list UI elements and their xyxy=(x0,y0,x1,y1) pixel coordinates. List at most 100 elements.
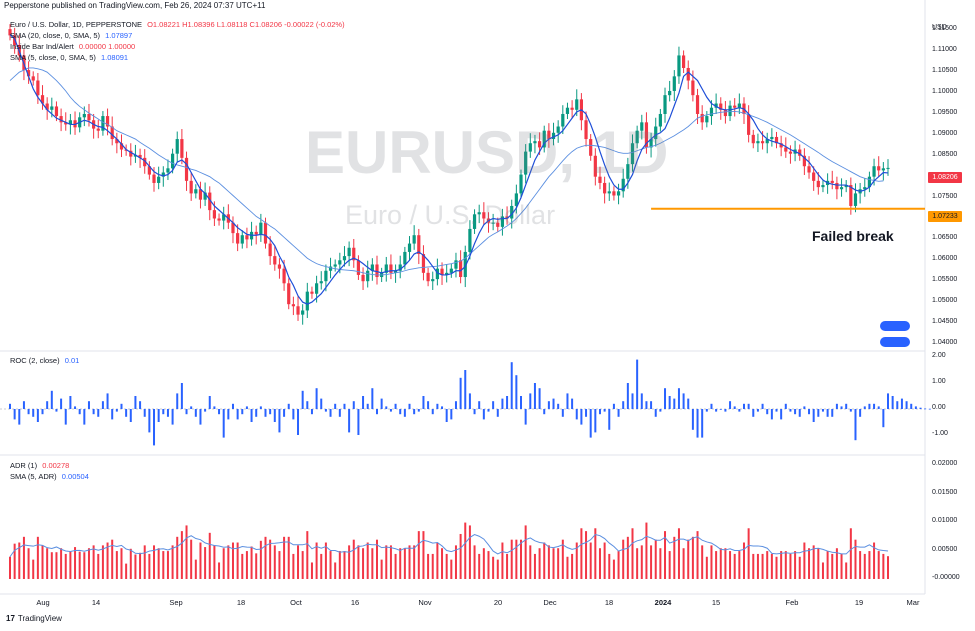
adr-tick-label: 0.00500 xyxy=(932,545,958,553)
adr-bar xyxy=(431,553,434,579)
adr-bar xyxy=(334,562,337,579)
roc-bar xyxy=(343,403,346,409)
sma5-line xyxy=(9,34,889,305)
currency-label[interactable]: USD xyxy=(932,24,947,31)
adr-bar xyxy=(445,553,448,579)
adr-bar xyxy=(775,556,778,579)
roc-bar xyxy=(882,409,885,428)
adr-bar xyxy=(784,551,787,579)
candle-body xyxy=(175,139,179,154)
roc-bar xyxy=(241,409,244,415)
time-tick-label: Dec xyxy=(543,598,557,607)
adr-bar xyxy=(668,551,671,579)
adr-bar xyxy=(427,553,430,579)
alert-buttons[interactable] xyxy=(880,321,910,331)
candle-body xyxy=(403,251,407,265)
candle-body xyxy=(668,90,672,96)
candle-body xyxy=(816,180,820,188)
candle-body xyxy=(877,166,881,171)
adr-bar xyxy=(111,539,114,579)
adr-bar xyxy=(454,545,457,579)
adr-bar xyxy=(538,548,541,579)
candle-body xyxy=(324,270,328,282)
candle-body xyxy=(110,126,114,140)
sma5-legend[interactable]: SMA (5, close, 0, SMA, 5) 1.08091 xyxy=(10,53,128,62)
adr-bar xyxy=(738,551,741,579)
candle-body xyxy=(519,174,523,194)
adr-bar xyxy=(617,551,620,579)
roc-bar xyxy=(691,409,694,430)
price-tick-label: 1.09000 xyxy=(932,129,958,137)
roc-bar xyxy=(166,409,169,417)
roc-bar xyxy=(575,409,578,420)
candle-body xyxy=(556,126,560,133)
roc-bar xyxy=(450,409,453,420)
roc-bar xyxy=(441,406,444,409)
candle-body xyxy=(161,172,165,177)
adr-bar xyxy=(612,559,615,579)
adr-bar xyxy=(756,553,759,579)
candle-body xyxy=(872,166,876,177)
candle-body xyxy=(844,185,848,188)
adr-bar xyxy=(561,539,564,579)
roc-bar xyxy=(747,403,750,409)
roc-bar xyxy=(180,383,183,409)
candle-body xyxy=(589,139,593,156)
candle-body xyxy=(431,279,435,282)
roc-legend[interactable]: ROC (2, close) 0.01 xyxy=(10,356,79,365)
roc-bar xyxy=(27,409,30,415)
roc-label: ROC (2, close) xyxy=(10,356,60,365)
inside-bar-legend[interactable]: Inside Bar Ind/Alert 0.00000 1.00000 xyxy=(10,42,135,51)
roc-bar xyxy=(375,409,378,415)
tradingview-logo[interactable]: 17 TradingView xyxy=(6,614,62,623)
adr-bar xyxy=(273,545,276,579)
candle-body xyxy=(268,243,272,257)
roc-bar xyxy=(269,409,272,415)
roc-bar xyxy=(120,403,123,409)
candle-body xyxy=(143,157,147,167)
adr-sma-line xyxy=(9,533,889,558)
roc-bar xyxy=(780,409,783,420)
indicator-buttons[interactable] xyxy=(880,337,910,347)
adr-bar xyxy=(687,539,690,579)
adr-bar xyxy=(524,525,527,579)
candle-body xyxy=(505,216,509,219)
candle-body xyxy=(236,233,240,244)
adr-bar xyxy=(598,548,601,579)
sma5-value: 1.08091 xyxy=(100,53,129,62)
roc-bar xyxy=(696,409,699,438)
roc-bar xyxy=(320,398,323,409)
price-tick-label: 1.05000 xyxy=(932,297,958,305)
roc-bar xyxy=(78,409,81,415)
candle-body xyxy=(40,95,45,104)
watermark-symbol: EURUSD, 1D xyxy=(305,119,669,186)
adr-bar xyxy=(22,536,25,579)
roc-bar xyxy=(143,409,146,417)
candle-body xyxy=(198,189,203,200)
roc-bar xyxy=(380,398,383,409)
adr-legend[interactable]: ADR (1) 0.00278 xyxy=(10,461,69,470)
candle-body xyxy=(849,185,853,206)
adr-bar xyxy=(120,548,123,579)
roc-bar xyxy=(506,396,509,409)
candle-body xyxy=(677,55,681,77)
price-tick-label: 1.05500 xyxy=(932,276,958,284)
candle-body xyxy=(389,264,393,273)
adr-bar xyxy=(761,553,764,579)
sma20-legend[interactable]: SMA (20, close, 0, SMA, 5) 1.07897 xyxy=(10,31,132,40)
candle-body xyxy=(788,151,793,154)
candle-body xyxy=(45,103,49,110)
roc-bar xyxy=(868,403,871,409)
roc-bar xyxy=(69,396,72,409)
adr-bar xyxy=(747,528,750,579)
adr-bar xyxy=(83,552,86,579)
roc-bar xyxy=(496,409,499,417)
candle-body xyxy=(435,268,439,280)
roc-bar xyxy=(283,409,286,417)
roc-bar xyxy=(9,403,11,409)
roc-bar xyxy=(338,409,341,417)
roc-bar xyxy=(594,409,597,433)
adr-sma-legend[interactable]: SMA (5, ADR) 0.00504 xyxy=(10,472,89,481)
adr-bar xyxy=(450,559,453,579)
